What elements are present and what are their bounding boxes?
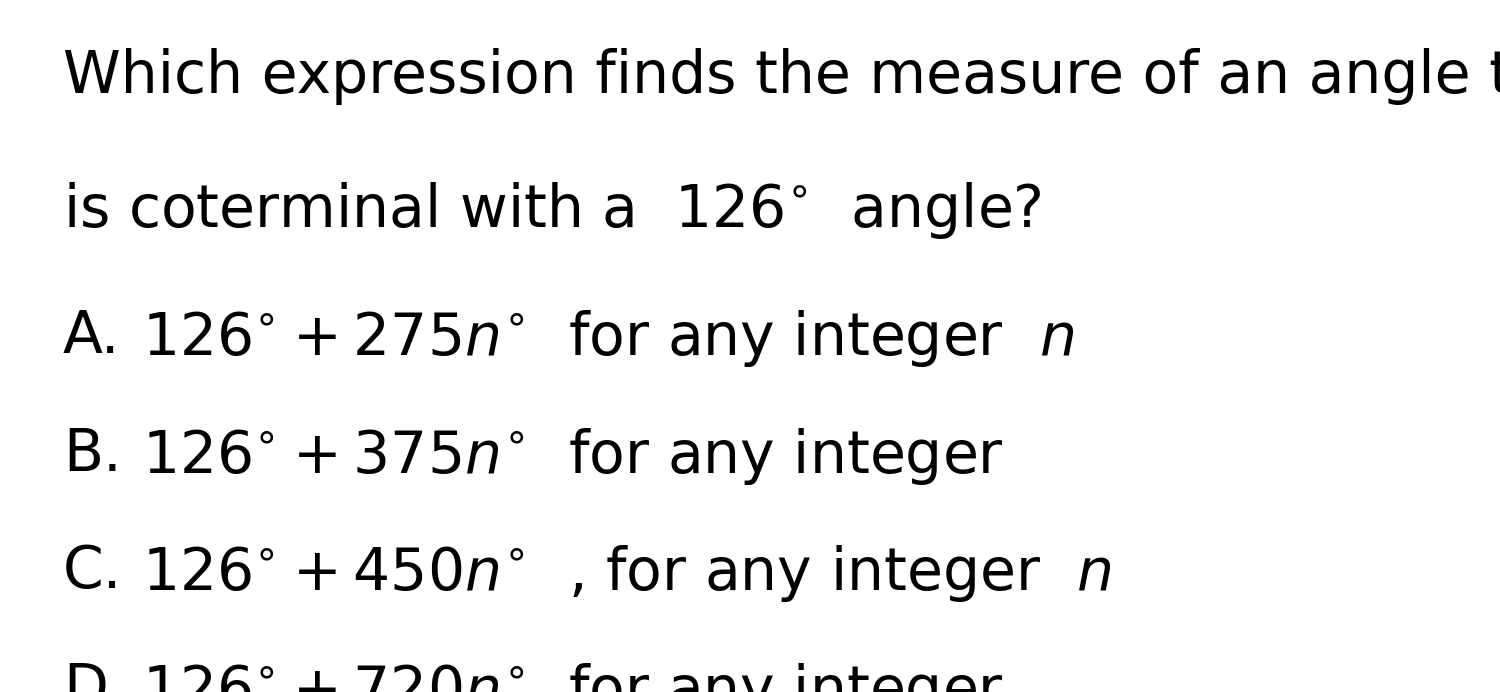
Text: $126^{\circ} + 375n^{\circ}$  for any integer: $126^{\circ} + 375n^{\circ}$ for any int… (142, 426, 1005, 486)
Text: $126^{\circ} + 720n^{\circ}$  for any integer: $126^{\circ} + 720n^{\circ}$ for any int… (142, 661, 1005, 692)
Text: B.: B. (63, 426, 122, 482)
Text: $126^{\circ} + 275n^{\circ}$  for any integer  $n$: $126^{\circ} + 275n^{\circ}$ for any int… (142, 308, 1074, 369)
Text: C.: C. (63, 543, 123, 600)
Text: Which expression finds the measure of an angle that: Which expression finds the measure of an… (63, 48, 1500, 105)
Text: D.: D. (63, 661, 126, 692)
Text: $126^{\circ} + 450n^{\circ}$  , for any integer  $n$: $126^{\circ} + 450n^{\circ}$ , for any i… (142, 543, 1112, 604)
Text: A.: A. (63, 308, 120, 365)
Text: is coterminal with a  $126^{\circ}$  angle?: is coterminal with a $126^{\circ}$ angle… (63, 180, 1042, 241)
